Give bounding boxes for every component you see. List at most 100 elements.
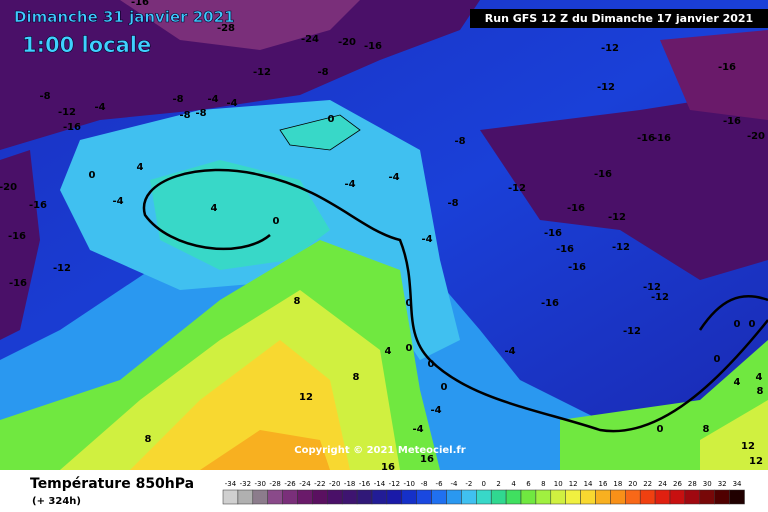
contour-label: -4	[430, 405, 441, 416]
contour-label: -12	[608, 212, 626, 223]
scale-swatch	[505, 489, 522, 505]
scale-label: 30	[703, 480, 712, 488]
scale-swatch	[356, 489, 373, 505]
scale-label: -24	[299, 480, 311, 488]
contour-label: 0	[406, 343, 413, 354]
scale-swatch	[550, 489, 566, 505]
scale-label: 24	[658, 480, 667, 488]
scale-swatch	[386, 489, 403, 505]
contour-label: 4	[385, 346, 392, 357]
scale-swatch	[699, 489, 715, 505]
contour-label: -20	[338, 37, 356, 48]
scale-label: 14	[584, 480, 593, 488]
scale-label: 28	[688, 480, 697, 488]
scale-label: 12	[569, 480, 578, 488]
color-scale: -34 -32 -30 -28 -26 -24 -22 -20 -18 -16 -14 -12 -10-…	[222, 480, 745, 505]
contour-label: 0	[273, 216, 280, 227]
scale-swatch	[341, 489, 358, 505]
contour-label: -16	[718, 62, 736, 73]
contour-label: 0	[734, 319, 741, 330]
scale-swatch	[520, 489, 537, 505]
scale-label: -6	[436, 480, 444, 488]
scale-label: -10	[404, 480, 415, 488]
scale-label: 34	[733, 480, 742, 488]
contour-label: -12	[58, 107, 76, 118]
contour-label: -4	[412, 424, 423, 435]
contour-label: -16	[131, 0, 149, 8]
scale-label: 32	[718, 480, 727, 488]
contour-label: 4	[137, 162, 144, 173]
scale-label: 26	[673, 480, 682, 488]
scale-label: -18	[344, 480, 355, 488]
contour-label: -4	[112, 196, 123, 207]
contour-label: 8	[294, 296, 301, 307]
run-box	[470, 9, 768, 28]
contour-label: -28	[217, 23, 235, 34]
scale-swatch	[446, 489, 462, 505]
contour-labels: -16-28-24 -20 -16 -12-16-12 -8-12-8 -8 -4 -4-12…	[0, 0, 765, 473]
scale-swatch	[222, 489, 239, 505]
scale-swatch	[639, 489, 656, 505]
contour-label: 4	[734, 377, 741, 388]
scale-swatch	[669, 489, 686, 505]
contour-label: 8	[353, 372, 360, 383]
scale-swatch	[401, 489, 417, 505]
scale-swatch	[580, 489, 596, 505]
scale-swatch	[297, 489, 313, 505]
contour-label: -16	[8, 231, 26, 242]
contour-label: 0	[328, 114, 335, 125]
scale-label: 6	[526, 480, 531, 488]
contour-label: -16	[541, 298, 559, 309]
scale-label: -30	[255, 480, 266, 488]
contour-label: -4	[207, 94, 218, 105]
scale-swatch	[654, 489, 671, 505]
scale-label: -20	[329, 480, 340, 488]
scale-label: 20	[628, 480, 637, 488]
contour-label: -12	[53, 263, 71, 274]
contour-label: -8	[179, 110, 190, 121]
contour-label: 0	[749, 319, 756, 330]
contour-label: 16	[420, 454, 434, 465]
contour-label: -8	[172, 94, 183, 105]
contour-label: 0	[89, 170, 96, 181]
scale-label: 2	[496, 480, 500, 488]
contour-label: 16	[381, 462, 395, 473]
contour-label: -12	[508, 183, 526, 194]
scale-swatch	[327, 489, 343, 505]
contour-label: -16	[567, 203, 585, 214]
contour-label: -16	[653, 133, 671, 144]
scale-label: -22	[314, 480, 325, 488]
contour-label: 0	[406, 298, 413, 309]
scale-swatch	[237, 489, 254, 505]
contour-label: -16	[568, 262, 586, 273]
scale-label: 10	[554, 480, 563, 488]
scale-label: -14	[374, 480, 386, 488]
contour-label: -16	[594, 169, 612, 180]
contour-label: -4	[421, 234, 432, 245]
contour-label: -8	[39, 91, 50, 102]
scale-label: 18	[613, 480, 622, 488]
contour-label: -16	[723, 116, 741, 127]
scale-label: -28	[269, 480, 280, 488]
scale-swatch	[461, 489, 477, 505]
scale-swatch	[610, 489, 626, 505]
map-date: Dimanche 31 janvier 2021	[14, 8, 235, 26]
scale-label: 4	[511, 480, 516, 488]
contour-label: -16	[364, 41, 382, 52]
scale-swatch	[729, 489, 745, 505]
contour-label: -16	[544, 228, 562, 239]
scale-label: 8	[541, 480, 545, 488]
footer-offset: (+ 324h)	[32, 496, 81, 507]
scale-swatch	[595, 489, 611, 505]
contour-label: 8	[145, 434, 152, 445]
contour-label: -12	[253, 67, 271, 78]
zero-isotherm	[142, 168, 768, 433]
contour-label: 8	[757, 386, 764, 397]
contour-label: -4	[504, 346, 515, 357]
contour-label: 4	[756, 372, 763, 383]
scale-label: -26	[284, 480, 296, 488]
contour-label: -8	[195, 108, 206, 119]
scale-swatch	[282, 489, 298, 505]
contour-label: -12	[651, 292, 669, 303]
contour-label: -12	[623, 326, 641, 337]
